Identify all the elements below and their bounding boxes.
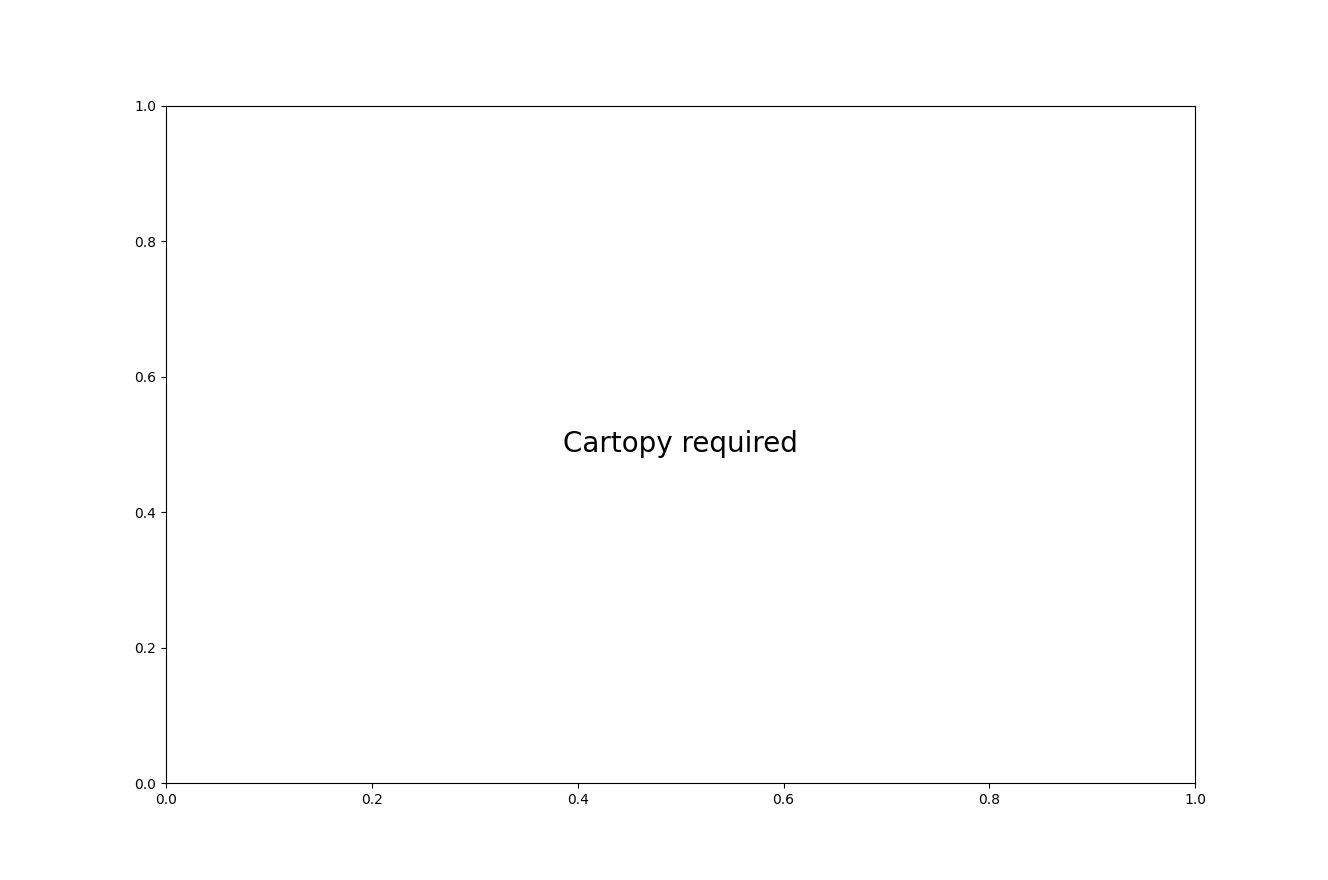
Text: Cartopy required: Cartopy required — [563, 430, 798, 458]
